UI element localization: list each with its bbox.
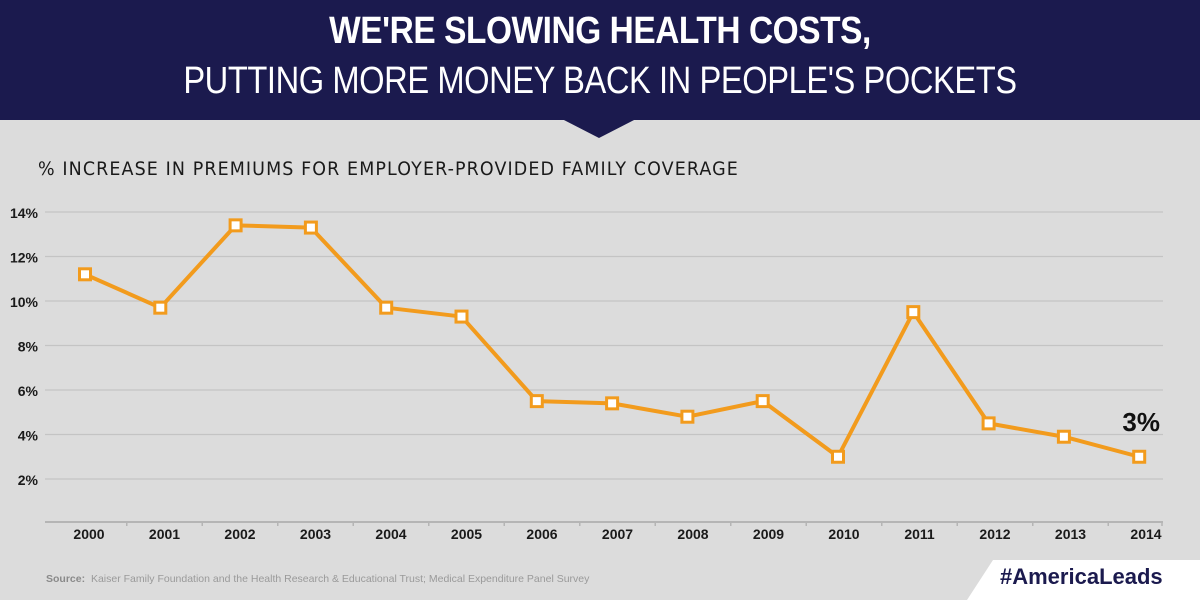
data-point-marker — [831, 449, 845, 464]
y-tick-label: 4% — [18, 428, 39, 444]
x-tick-label: 2013 — [1055, 526, 1086, 542]
headline-line-2: PUTTING MORE MONEY BACK IN PEOPLE'S POCK… — [183, 60, 1017, 102]
x-tick-label: 2011 — [904, 526, 935, 542]
y-tick-label: 6% — [18, 383, 39, 399]
source-label: Source: — [46, 573, 86, 585]
x-tick-label: 2012 — [979, 526, 1010, 542]
header-notch — [562, 119, 636, 138]
data-markers — [78, 218, 1147, 464]
data-point-marker — [303, 220, 318, 235]
data-series — [84, 223, 1140, 459]
y-tick-label: 8% — [18, 339, 39, 355]
chart-title: % INCREASE IN PREMIUMS FOR EMPLOYER-PROV… — [38, 158, 739, 180]
data-point-marker — [379, 300, 394, 315]
data-point-marker — [228, 218, 243, 233]
x-tick-label: 2006 — [526, 526, 557, 542]
x-tick-label: 2005 — [451, 526, 482, 542]
annotations: 3% — [1122, 407, 1160, 437]
x-tick-label: 2000 — [73, 526, 104, 542]
y-tick-label: 12% — [10, 250, 39, 266]
data-point-marker — [981, 416, 996, 431]
source-text: Kaiser Family Foundation and the Health … — [90, 573, 590, 585]
gridlines — [45, 211, 1163, 480]
x-tick-label: 2003 — [300, 526, 331, 542]
value-annotation-label: 3% — [1122, 407, 1160, 437]
x-tick-label: 2001 — [149, 526, 180, 542]
data-point-marker — [529, 394, 544, 409]
data-point-marker — [153, 300, 168, 315]
headline-line-1: WE'RE SLOWING HEALTH COSTS, — [329, 10, 871, 52]
x-tick-label: 2007 — [602, 526, 633, 542]
x-tick-label: 2010 — [828, 526, 859, 542]
data-point-marker — [680, 409, 695, 424]
data-point-marker — [1056, 429, 1071, 444]
x-axis — [45, 521, 1163, 526]
y-axis-tick-labels: 2% 4% 6% 8% 10% 12% 14% — [10, 205, 39, 488]
y-tick-label: 2% — [18, 472, 39, 488]
data-point-marker — [906, 305, 921, 320]
data-point-marker — [78, 267, 92, 282]
header-banner — [0, 0, 1200, 120]
data-point-marker — [755, 394, 770, 409]
x-tick-label: 2009 — [753, 526, 784, 542]
data-point-marker — [454, 309, 469, 324]
x-tick-label: 2004 — [375, 526, 406, 542]
series-line — [84, 223, 1140, 459]
x-tick-label: 2014 — [1130, 526, 1161, 542]
x-axis-tick-labels: 2000 2001 2002 2003 2004 2005 2006 2007 2008 2009… — [73, 526, 1161, 542]
source-note: Source: Kaiser Family Foundation and the… — [46, 573, 589, 585]
hashtag-badge-background — [967, 560, 1200, 600]
data-point-marker — [605, 396, 620, 411]
x-tick-label: 2002 — [224, 526, 255, 542]
hashtag-label: #AmericaLeads — [1000, 564, 1163, 589]
y-tick-label: 10% — [10, 294, 39, 310]
data-point-marker — [1132, 449, 1147, 464]
x-tick-label: 2008 — [677, 526, 708, 542]
y-tick-label: 14% — [10, 205, 39, 221]
